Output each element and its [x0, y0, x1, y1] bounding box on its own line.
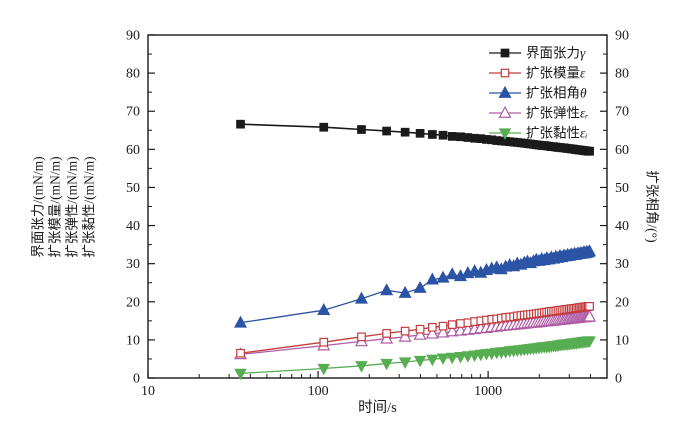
y-axis-left-label-line-3: 扩张弹性/(mN/m) — [65, 155, 80, 258]
y-axis-left-label: 界面张力/(mN/m) 扩张模量/(mN/m) 扩张弹性/(mN/m) 扩张黏性… — [18, 35, 110, 378]
tick-label: 20 — [126, 295, 140, 310]
legend-label: 扩张模量ε — [526, 66, 586, 81]
y-axis-left-label-line-2: 扩张模量/(mN/m) — [48, 155, 63, 258]
tick-label: 50 — [126, 181, 140, 196]
legend-label: 扩张相角θ — [526, 86, 587, 101]
legend-label: 界面张力γ — [526, 46, 586, 61]
y-axis-right: 0 10 20 30 40 50 60 70 80 90 — [600, 29, 629, 387]
y-axis-left: 0 10 20 30 40 50 60 70 80 90 — [126, 29, 155, 387]
legend-label: 扩张弹性εᵣ — [526, 106, 589, 121]
series-dilational-elasticity — [234, 309, 597, 360]
tick-label: 0 — [133, 372, 140, 387]
tick-label: 90 — [615, 29, 629, 44]
tick-label: 10 — [141, 384, 155, 399]
tick-label: 80 — [126, 67, 140, 82]
y-axis-left-label-line-1: 界面张力/(mN/m) — [31, 155, 46, 258]
tick-label: 10 — [126, 333, 140, 348]
series-dilational-modulus — [236, 302, 594, 358]
tick-label: 20 — [615, 295, 629, 310]
legend-item-dilational-viscosity: 扩张黏性εᵢ — [489, 126, 587, 141]
tick-label: 30 — [615, 257, 629, 272]
tick-label: 30 — [126, 257, 140, 272]
series-interfacial-tension — [236, 119, 594, 156]
x-axis-label: 时间/s — [358, 400, 397, 416]
tick-label: 100 — [308, 384, 329, 399]
x-axis: 10 100 1000 — [141, 371, 592, 399]
tick-label: 70 — [615, 105, 629, 120]
tick-label: 10 — [615, 333, 629, 348]
legend: 界面张力γ 扩张模量ε 扩张相角θ 扩张弹性εᵣ 扩张黏性εᵢ — [489, 46, 589, 141]
legend-item-interfacial-tension: 界面张力γ — [489, 46, 586, 61]
tick-label: 60 — [615, 143, 629, 158]
tick-label: 70 — [126, 105, 140, 120]
series-dilational-viscosity — [234, 336, 596, 381]
tick-label: 90 — [126, 29, 140, 44]
legend-item-dilational-elasticity: 扩张弹性εᵣ — [489, 106, 589, 121]
tick-label: 40 — [615, 219, 629, 234]
tick-label: 60 — [126, 143, 140, 158]
legend-label: 扩张黏性εᵢ — [526, 126, 587, 141]
tick-label: 1000 — [474, 384, 502, 399]
y-axis-left-label-line-4: 扩张黏性/(mN/m) — [82, 155, 97, 258]
tick-label: 40 — [126, 219, 140, 234]
series-phase-angle — [234, 244, 597, 328]
legend-item-dilational-modulus: 扩张模量ε — [489, 66, 586, 81]
tick-label: 80 — [615, 67, 629, 82]
legend-item-phase-angle: 扩张相角θ — [489, 86, 587, 101]
y-axis-right-label: 扩张相角/(°) — [644, 170, 660, 243]
tick-label: 0 — [615, 372, 622, 387]
tick-label: 50 — [615, 181, 629, 196]
